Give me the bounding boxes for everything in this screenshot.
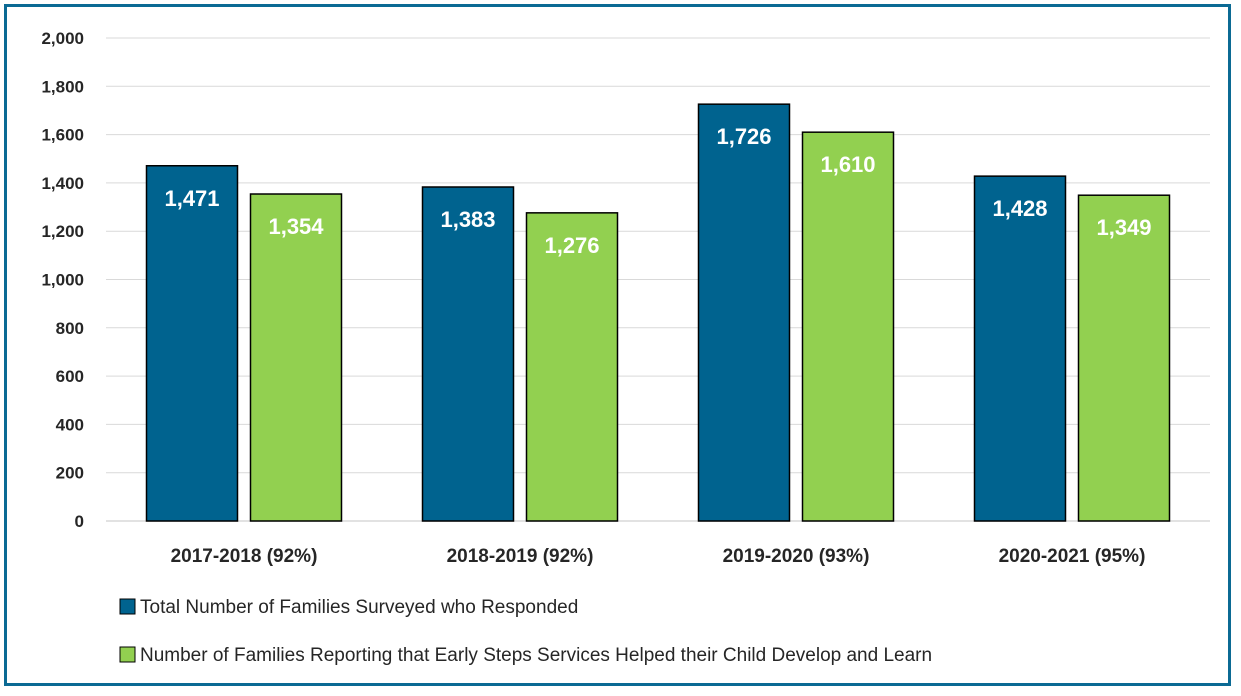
bar-series-1 <box>421 186 515 522</box>
bar-series-2 <box>1077 194 1171 522</box>
bars <box>145 103 1171 522</box>
y-tick-label: 0 <box>75 512 84 531</box>
y-tick-label: 600 <box>56 367 84 386</box>
y-tick-label: 1,000 <box>41 271 84 290</box>
bar-series-2 <box>249 193 343 522</box>
data-label: 1,354 <box>268 214 324 239</box>
data-label: 1,383 <box>440 207 495 232</box>
bar-series-2 <box>525 212 619 522</box>
y-axis-ticks: 0 200 400 600 800 1,000 1,200 1,400 1,600 1,800 2,… <box>41 29 84 531</box>
x-axis-categories: 2017-2018 (92%) 2018-2019 (92%) 2019-2020 … <box>171 546 1146 567</box>
y-tick-label: 200 <box>56 464 84 483</box>
data-labels: 1,471 1,354 1,383 1,276 1,726 1,610 1,428 1,349 <box>164 124 1151 258</box>
bar-series-1 <box>145 165 239 522</box>
y-tick-label: 800 <box>56 319 84 338</box>
bar-series-2 <box>801 131 895 522</box>
legend-swatch <box>119 598 136 615</box>
data-label: 1,276 <box>544 233 599 258</box>
legend-swatch <box>119 646 136 663</box>
data-label: 1,610 <box>820 152 875 177</box>
data-label: 1,349 <box>1096 215 1151 240</box>
category-label: 2020-2021 (95%) <box>999 546 1146 567</box>
category-label: 2017-2018 (92%) <box>171 546 318 567</box>
y-tick-label: 1,600 <box>41 126 84 145</box>
legend: Total Number of Families Surveyed who Re… <box>119 597 932 666</box>
legend-label: Total Number of Families Surveyed who Re… <box>140 597 578 618</box>
category-label: 2018-2019 (92%) <box>447 546 594 567</box>
y-tick-label: 1,400 <box>41 174 84 193</box>
y-tick-label: 2,000 <box>41 29 84 48</box>
bar-series-1 <box>697 103 791 522</box>
data-label: 1,726 <box>716 124 771 149</box>
category-label: 2019-2020 (93%) <box>723 546 870 567</box>
data-label: 1,428 <box>992 196 1047 221</box>
legend-label: Number of Families Reporting that Early … <box>140 645 932 666</box>
y-tick-label: 1,200 <box>41 222 84 241</box>
y-tick-label: 400 <box>56 415 84 434</box>
data-label: 1,471 <box>164 186 219 211</box>
y-tick-label: 1,800 <box>41 77 84 96</box>
bar-series-1 <box>973 175 1067 522</box>
